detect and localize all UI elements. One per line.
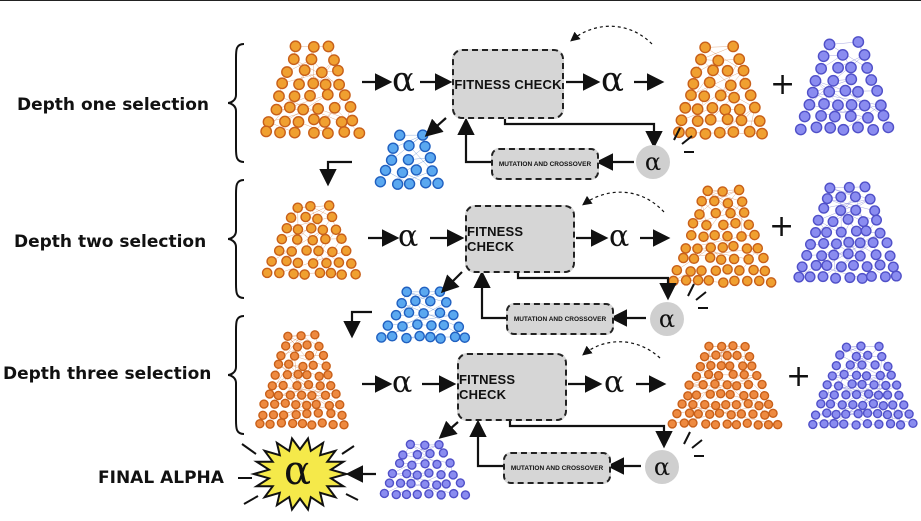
alpha-symbol-3b: α (604, 365, 625, 400)
brace-depth-one (227, 43, 245, 163)
arrow-r2-mc-to-fc (473, 270, 506, 320)
arrow-r3-mc-to-fc (469, 419, 503, 468)
arrow-r2-fc-to-lightblue (440, 271, 463, 294)
stage-label-depth-two: Depth two selection (14, 232, 207, 252)
arrow-r3-fc-to-blue (438, 420, 459, 439)
arrow-r2-to-goal (516, 269, 677, 301)
arrow-r1-dashed (570, 25, 653, 45)
population-blue-1 (794, 36, 895, 136)
population-lightblue-2 (376, 286, 471, 344)
sparkle-ticks-2 (687, 283, 708, 309)
burst-line-0 (241, 443, 257, 455)
plus-sign-3: + (786, 359, 812, 394)
population-orange-1-out (672, 40, 768, 140)
flow-arrows (319, 25, 708, 483)
brace-depth-two (227, 179, 245, 299)
population-orange-3 (255, 330, 349, 430)
alpha-symbol-1a: α (392, 60, 415, 100)
final-alpha-symbol: α (284, 448, 312, 494)
burst-line-3 (341, 445, 355, 455)
brace-depth-three (227, 315, 245, 435)
population-orange-2-out (668, 184, 777, 288)
alpha-goal-icon-1: α (636, 145, 670, 179)
alpha-goal-icon-3: α (645, 450, 679, 484)
final-alpha-burst (238, 436, 359, 512)
top-border-line (0, 0, 921, 1)
burst-shape (250, 436, 350, 512)
arrow-r1-to-goal (503, 115, 663, 149)
population-blue-2 (793, 181, 902, 284)
population-lightblue-1 (374, 129, 444, 190)
plus-sign-2: + (769, 209, 795, 244)
population-orange-1 (260, 40, 366, 140)
population-blue-3 (808, 341, 918, 430)
sparkle-ticks-3 (683, 431, 704, 457)
population-clusters (255, 36, 918, 500)
stage-label-depth-one: Depth one selection (17, 95, 210, 115)
arrow-r3-dashed (582, 341, 661, 359)
population-orange-2 (261, 200, 361, 280)
arrow-r3-to-goal (508, 417, 673, 449)
population-orange-3-out (667, 341, 783, 430)
brace-group (227, 43, 245, 435)
alpha-symbol-1b: α (601, 60, 624, 100)
burst-line-2 (243, 495, 259, 505)
final-alpha-label: FINAL ALPHA (98, 468, 224, 488)
arrow-r1-down (319, 160, 352, 187)
mutation-crossover-box-2: MUTATION AND CROSSOVER (506, 303, 614, 335)
alpha-symbol-2a: α (398, 219, 419, 254)
arrow-r2-down (343, 310, 372, 339)
arrow-r1-mc-to-fc (457, 117, 491, 164)
stage-label-depth-three: Depth three selection (3, 364, 212, 384)
mutation-crossover-box-1: MUTATION AND CROSSOVER (491, 148, 599, 180)
fitness-check-box-3: FITNESS CHECK (457, 353, 567, 421)
sparkle-ticks-1 (673, 127, 694, 153)
fitness-check-box-1: FITNESS CHECK (452, 49, 564, 119)
alpha-symbol-3a: α (392, 365, 413, 400)
fitness-check-box-2: FITNESS CHECK (465, 205, 575, 273)
plus-sign-1: + (770, 67, 796, 102)
arrow-r1-fc-to-lightblue (424, 117, 447, 137)
alpha-goal-icon-2: α (650, 302, 684, 336)
mutation-crossover-box-3: MUTATION AND CROSSOVER (503, 452, 611, 484)
burst-line-4 (345, 493, 359, 501)
alpha-symbol-2b: α (609, 219, 630, 254)
population-blue-final (379, 439, 471, 500)
arrow-r2-dashed (582, 191, 665, 213)
